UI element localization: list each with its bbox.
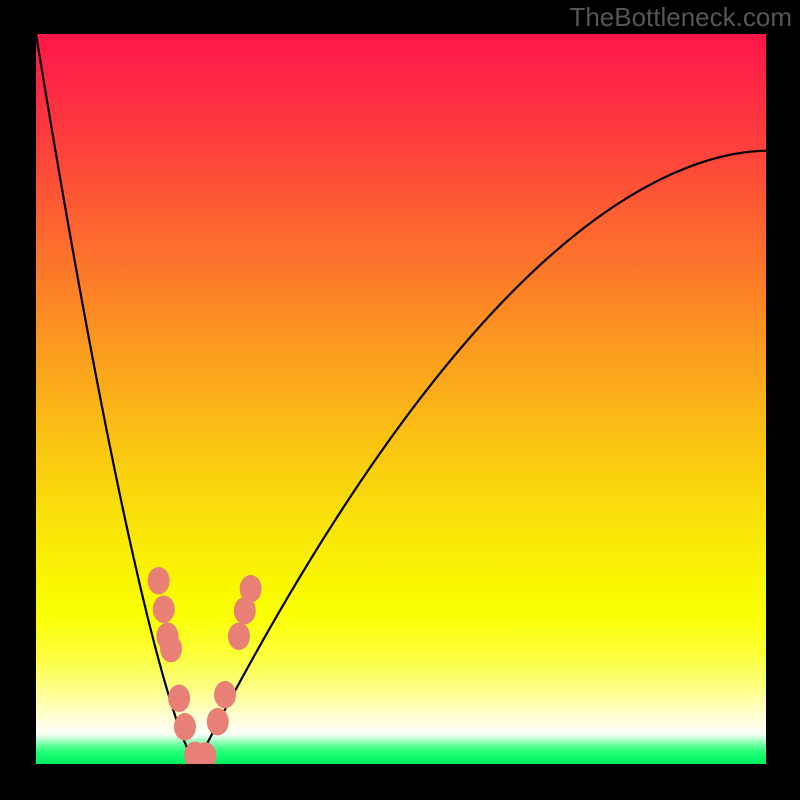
data-marker [153,595,175,623]
data-marker [160,635,182,663]
data-marker [228,623,250,651]
chart-container: TheBottleneck.com [0,0,800,800]
watermark-text: TheBottleneck.com [569,2,792,33]
plot-background [36,34,766,764]
chart-svg [0,0,800,800]
data-marker [148,567,170,595]
data-marker [207,708,229,736]
data-marker [214,681,236,709]
data-marker [174,713,196,741]
data-marker [168,685,190,713]
data-marker [240,575,262,603]
